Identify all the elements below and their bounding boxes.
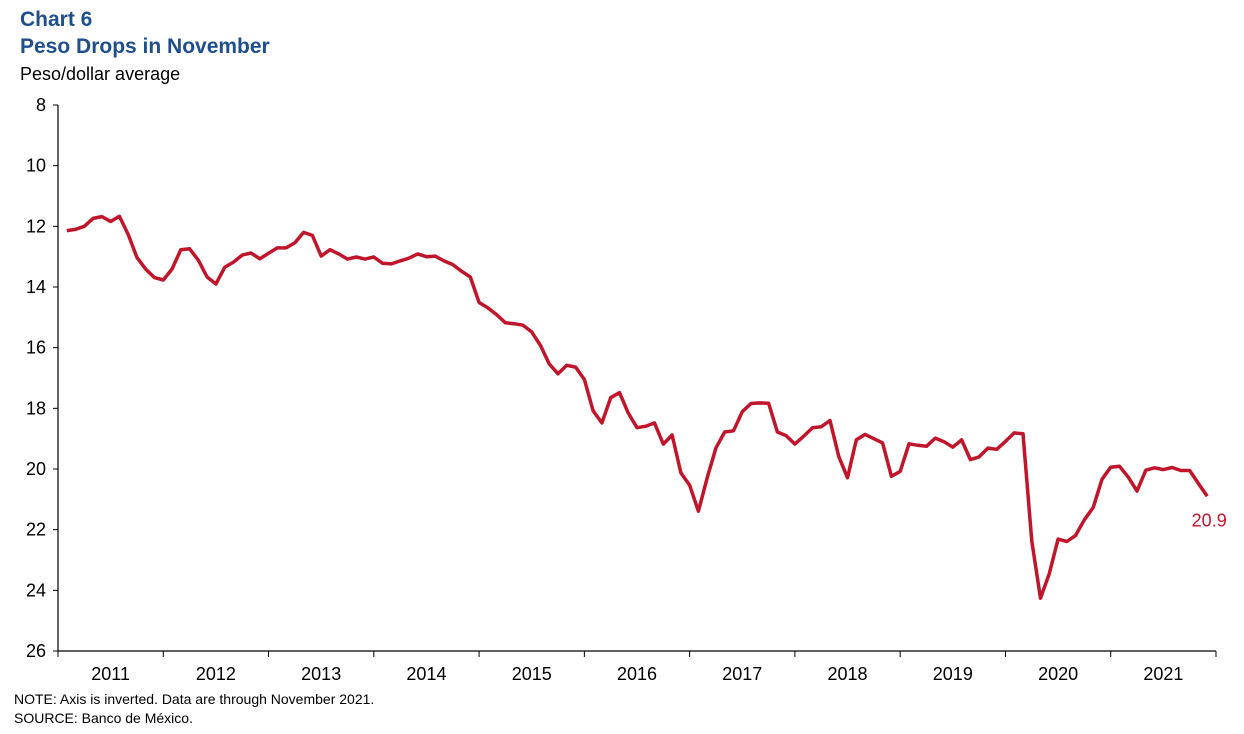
axes bbox=[57, 105, 1216, 652]
y-tick-label: 22 bbox=[26, 520, 46, 540]
x-tick-label: 2013 bbox=[301, 664, 341, 684]
y-tick-label: 8 bbox=[36, 95, 46, 115]
title-block: Chart 6 Peso Drops in November bbox=[20, 6, 270, 60]
x-axis-ticks: 2011 2012 2013 2014 2015 2016 2017 2018 2019 2020… bbox=[57, 651, 1217, 684]
y-tick-label: 10 bbox=[26, 156, 46, 176]
y-tick-label: 16 bbox=[26, 338, 46, 358]
series-line-peso-dollar bbox=[66, 214, 1209, 600]
x-tick-label: 2020 bbox=[1038, 664, 1078, 684]
x-tick-label: 2011 bbox=[91, 664, 130, 684]
x-tick-label: 2018 bbox=[828, 664, 868, 684]
x-tick-label: 2012 bbox=[196, 664, 236, 684]
x-tick-label: 2015 bbox=[512, 664, 552, 684]
y-tick-label: 12 bbox=[26, 216, 46, 236]
y-axis-ticks: 8 10 12 14 16 18 20 22 24 26 bbox=[26, 95, 58, 661]
end-value-label: 20.9 bbox=[1192, 510, 1227, 530]
x-tick-label: 2016 bbox=[617, 664, 657, 684]
y-tick-label: 20 bbox=[26, 459, 46, 479]
source-text: SOURCE: Banco de México. bbox=[14, 710, 193, 726]
chart-number: Chart 6 bbox=[20, 8, 93, 31]
chart-title: Peso Drops in November bbox=[20, 35, 270, 58]
y-tick-label: 26 bbox=[26, 641, 46, 661]
y-axis-units-label: Peso/dollar average bbox=[20, 64, 181, 84]
note-text: NOTE: Axis is inverted. Data are through… bbox=[14, 691, 375, 707]
y-tick-label: 14 bbox=[26, 277, 46, 297]
x-tick-label: 2019 bbox=[933, 664, 973, 684]
x-tick-label: 2017 bbox=[722, 664, 762, 684]
y-tick-label: 18 bbox=[26, 398, 46, 418]
x-tick-label: 2021 bbox=[1143, 664, 1183, 684]
y-tick-label: 24 bbox=[26, 580, 46, 600]
x-tick-label: 2014 bbox=[406, 664, 446, 684]
